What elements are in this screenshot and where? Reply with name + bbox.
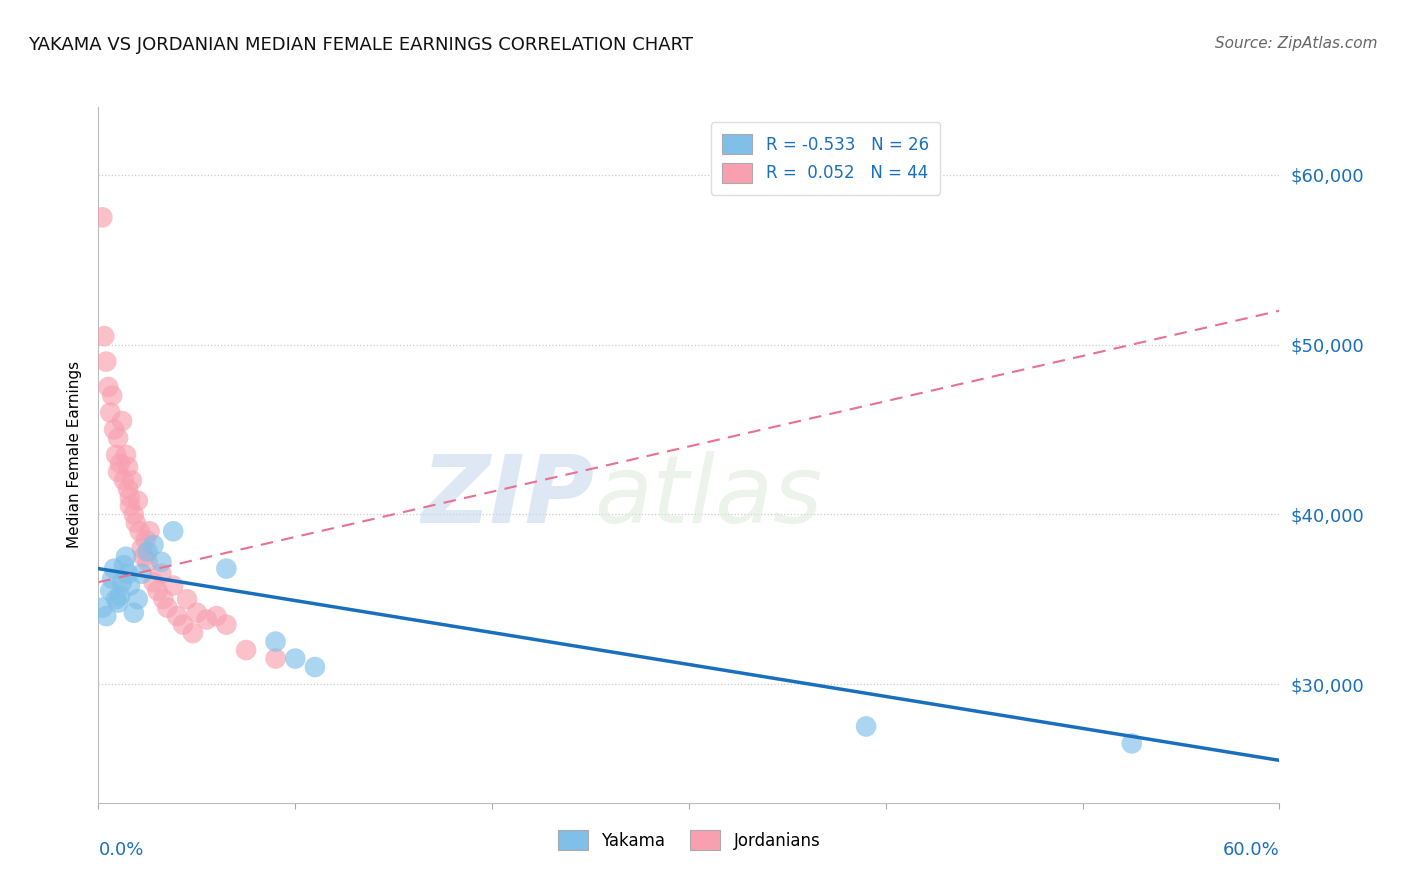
Point	[1121, 736, 1143, 750]
Point	[105, 592, 128, 607]
Point	[117, 482, 139, 496]
Point	[156, 600, 179, 615]
Point	[162, 524, 184, 539]
Point	[195, 613, 218, 627]
Point	[127, 493, 149, 508]
Point	[93, 329, 115, 343]
Point	[108, 589, 131, 603]
Point	[122, 606, 145, 620]
Point	[91, 211, 114, 225]
Y-axis label: Median Female Earnings: Median Female Earnings	[67, 361, 83, 549]
Point	[112, 558, 135, 573]
Point	[98, 583, 121, 598]
Point	[121, 474, 143, 488]
Point	[97, 380, 120, 394]
Point	[150, 566, 173, 581]
Point	[91, 600, 114, 615]
Point	[162, 578, 184, 592]
Point	[142, 538, 165, 552]
Point	[146, 583, 169, 598]
Point	[103, 561, 125, 575]
Point	[118, 578, 141, 592]
Point	[181, 626, 204, 640]
Point	[215, 617, 238, 632]
Point	[111, 414, 134, 428]
Point	[132, 549, 155, 564]
Point	[150, 555, 173, 569]
Point	[128, 524, 150, 539]
Legend: Yakama, Jordanians: Yakama, Jordanians	[551, 823, 827, 857]
Point	[122, 508, 145, 522]
Point	[131, 566, 153, 581]
Point	[142, 575, 165, 590]
Point	[115, 448, 138, 462]
Point	[172, 617, 194, 632]
Point	[131, 541, 153, 556]
Point	[136, 544, 159, 558]
Point	[96, 609, 118, 624]
Point	[205, 609, 228, 624]
Point	[98, 405, 121, 419]
Point	[111, 575, 134, 590]
Point	[855, 719, 877, 733]
Text: Source: ZipAtlas.com: Source: ZipAtlas.com	[1215, 36, 1378, 51]
Point	[107, 596, 129, 610]
Point	[96, 354, 118, 368]
Text: 60.0%: 60.0%	[1223, 841, 1279, 859]
Text: atlas: atlas	[595, 451, 823, 542]
Point	[125, 516, 148, 530]
Point	[107, 465, 129, 479]
Point	[103, 422, 125, 436]
Point	[112, 474, 135, 488]
Text: 0.0%: 0.0%	[98, 841, 143, 859]
Point	[235, 643, 257, 657]
Point	[135, 533, 157, 547]
Point	[101, 572, 124, 586]
Point	[107, 431, 129, 445]
Text: ZIP: ZIP	[422, 450, 595, 542]
Point	[117, 566, 139, 581]
Point	[136, 555, 159, 569]
Point	[117, 459, 139, 474]
Point	[284, 651, 307, 665]
Point	[166, 609, 188, 624]
Point	[101, 388, 124, 402]
Point	[127, 592, 149, 607]
Point	[176, 592, 198, 607]
Point	[152, 592, 174, 607]
Point	[105, 448, 128, 462]
Point	[304, 660, 326, 674]
Point	[264, 634, 287, 648]
Point	[118, 491, 141, 505]
Point	[115, 549, 138, 564]
Point	[186, 606, 208, 620]
Point	[118, 499, 141, 513]
Point	[138, 524, 160, 539]
Point	[264, 651, 287, 665]
Point	[108, 457, 131, 471]
Text: YAKAMA VS JORDANIAN MEDIAN FEMALE EARNINGS CORRELATION CHART: YAKAMA VS JORDANIAN MEDIAN FEMALE EARNIN…	[28, 36, 693, 54]
Point	[215, 561, 238, 575]
